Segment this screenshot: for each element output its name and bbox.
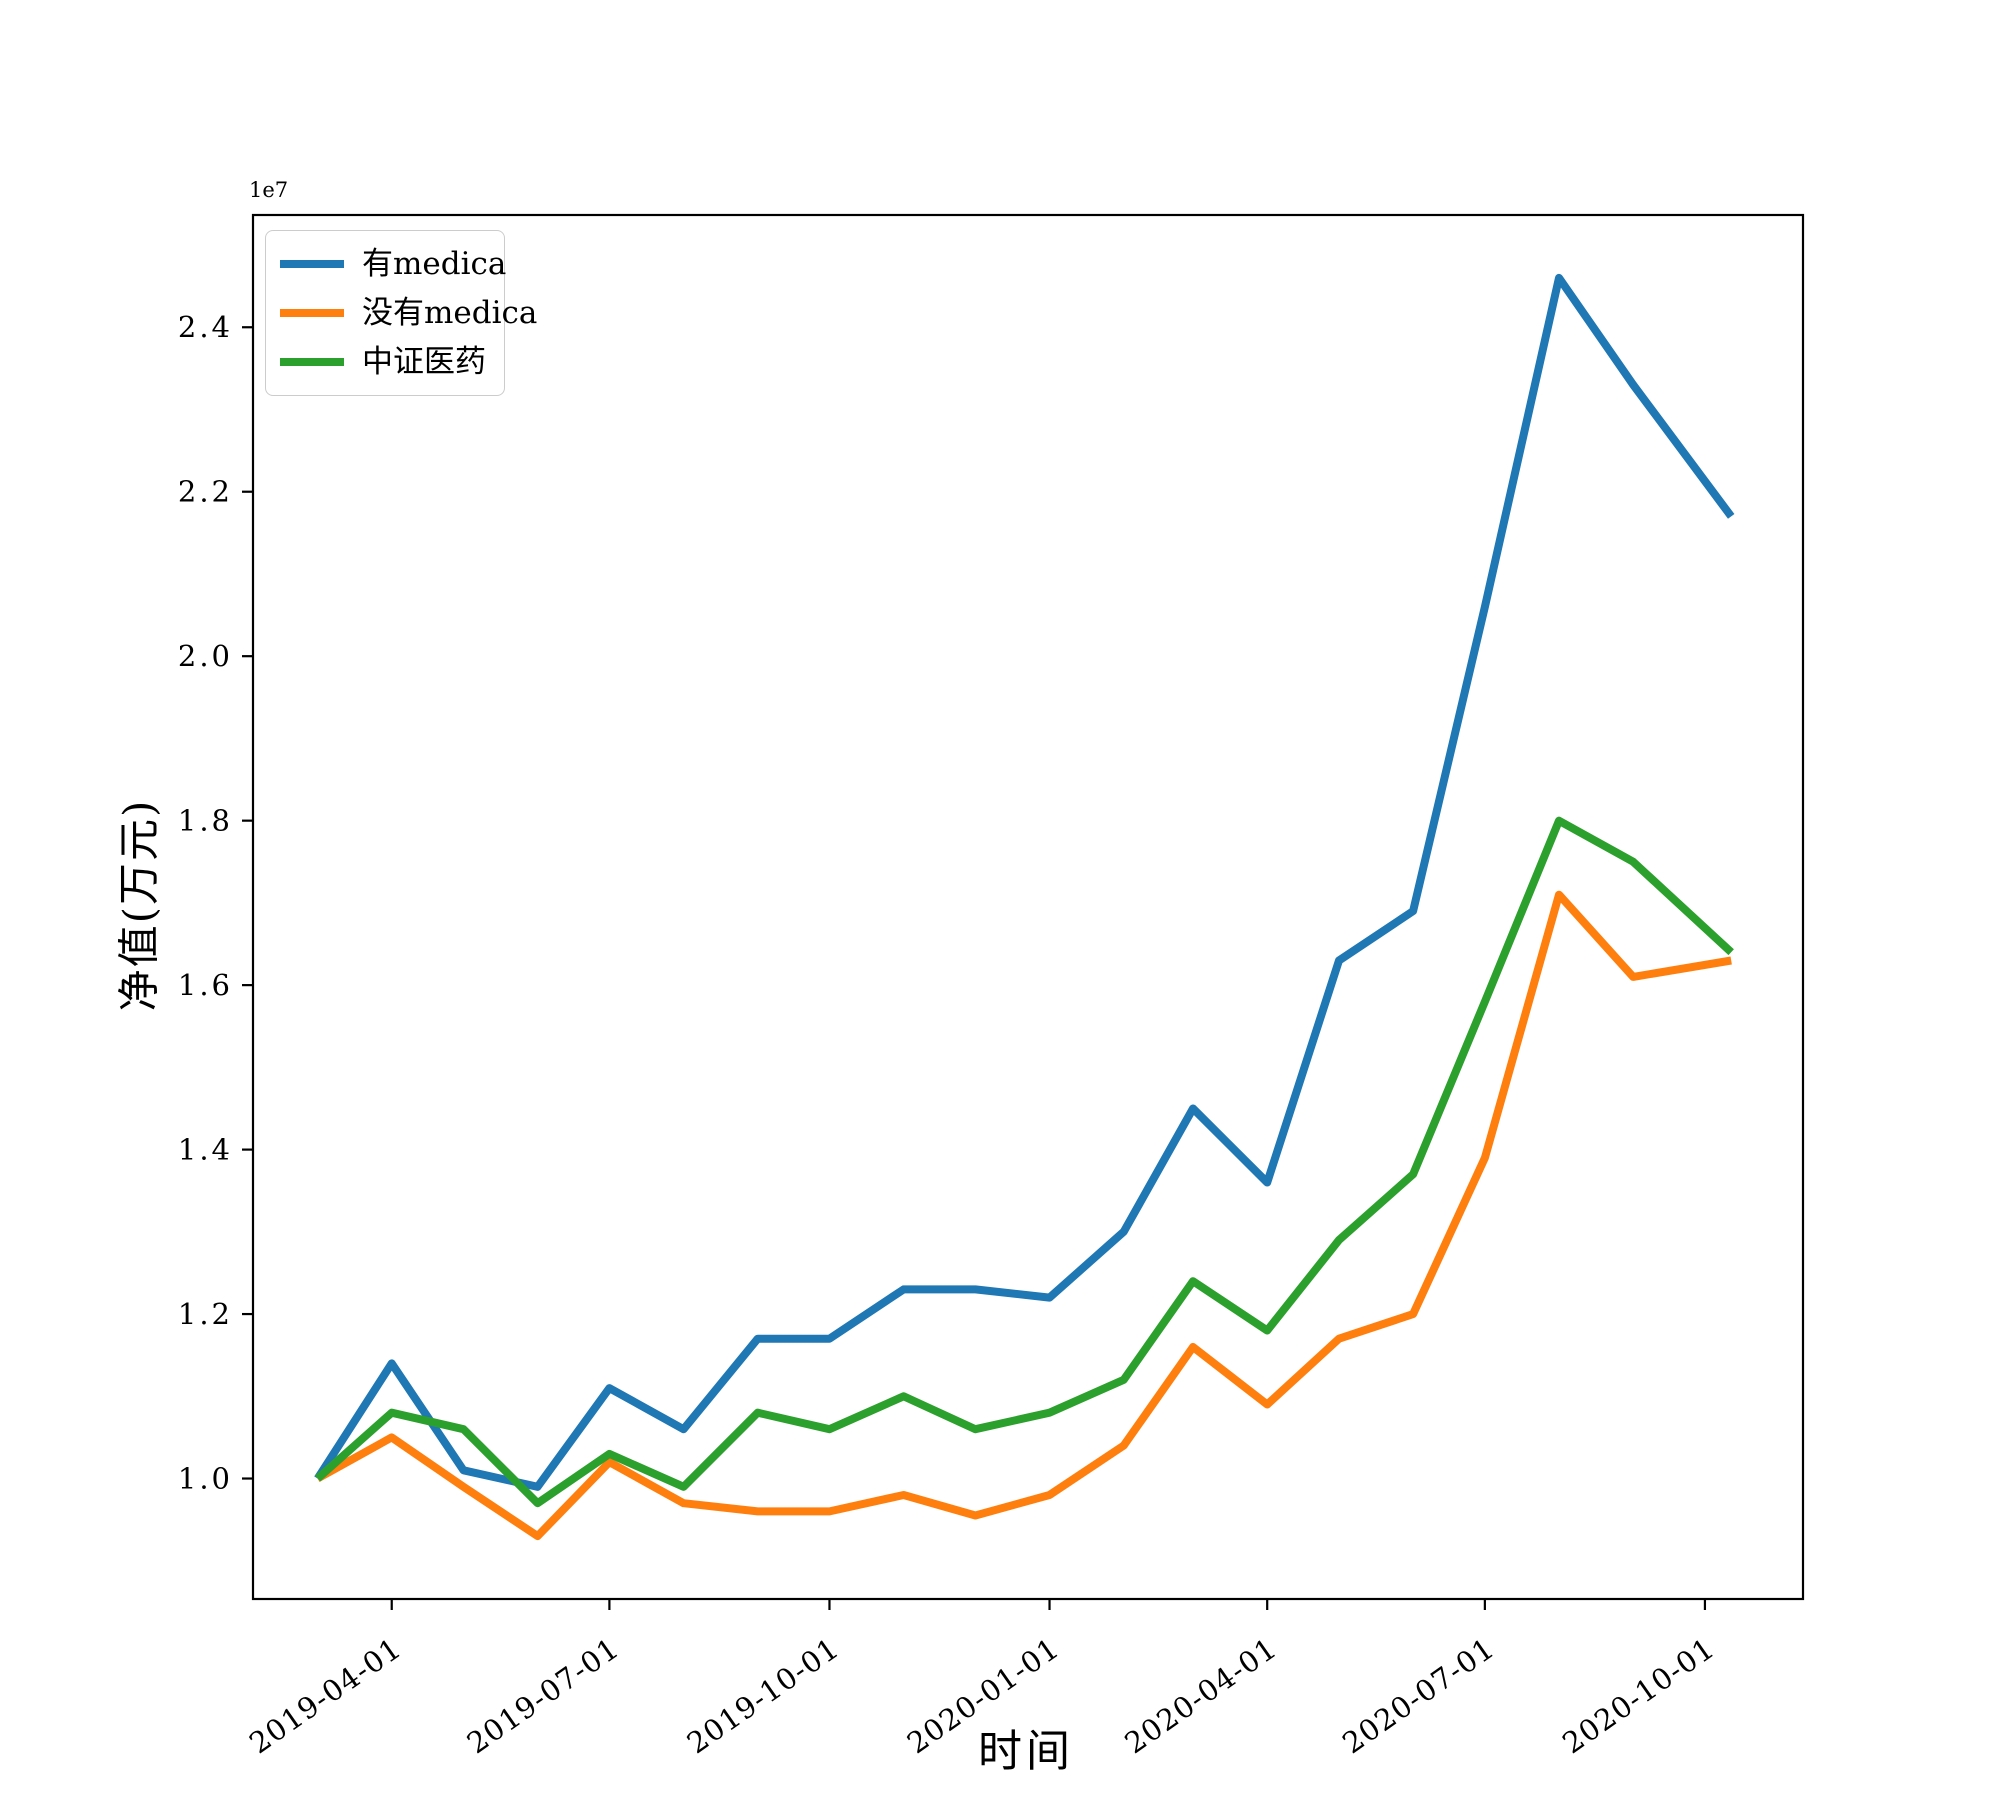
- legend-item: 有medica: [280, 247, 506, 281]
- y-tick-label: 1.8: [178, 804, 233, 838]
- x-tick-label: 2019-04-01: [243, 1631, 408, 1760]
- x-tick-label: 2019-07-01: [461, 1631, 626, 1760]
- x-tick-label: 2019-10-01: [681, 1631, 846, 1760]
- y-tick-label: 1.4: [178, 1133, 233, 1167]
- y-axis-label: 净值(万元): [114, 798, 164, 1012]
- legend-label: 有medica: [362, 246, 507, 282]
- y-tick-label: 2.4: [178, 310, 233, 344]
- x-tick-label: 2020-04-01: [1119, 1631, 1284, 1760]
- y-axis-offset-text: 1e7: [249, 178, 289, 202]
- legend-swatch-green-line: [280, 358, 344, 367]
- legend-swatch-blue-line: [280, 260, 344, 269]
- legend-item: 中证医药: [280, 344, 486, 381]
- series-line-1: [315, 890, 1732, 1541]
- x-tick-label: 2020-10-01: [1556, 1631, 1721, 1760]
- y-tick-label: 2.2: [178, 475, 233, 509]
- y-tick-label: 1.0: [178, 1462, 233, 1496]
- y-tick-label: 2.0: [178, 639, 233, 673]
- y-tick-label: 1.2: [178, 1297, 233, 1331]
- y-tick-label: 1.6: [178, 968, 233, 1002]
- legend-item: 没有medica: [280, 296, 537, 330]
- legend: 有medica 没有medica 中证医药: [265, 230, 537, 397]
- x-tick-label: 2020-07-01: [1336, 1631, 1501, 1760]
- legend-label: 没有medica: [362, 295, 538, 332]
- legend-swatch-orange-line: [280, 309, 344, 318]
- series-line-0: [314, 273, 1735, 1491]
- legend-label: 中证医药: [362, 344, 486, 381]
- axes-spines: [251, 213, 1805, 1601]
- x-axis-label: 时间: [978, 1726, 1074, 1777]
- series-line-2: [314, 816, 1734, 1508]
